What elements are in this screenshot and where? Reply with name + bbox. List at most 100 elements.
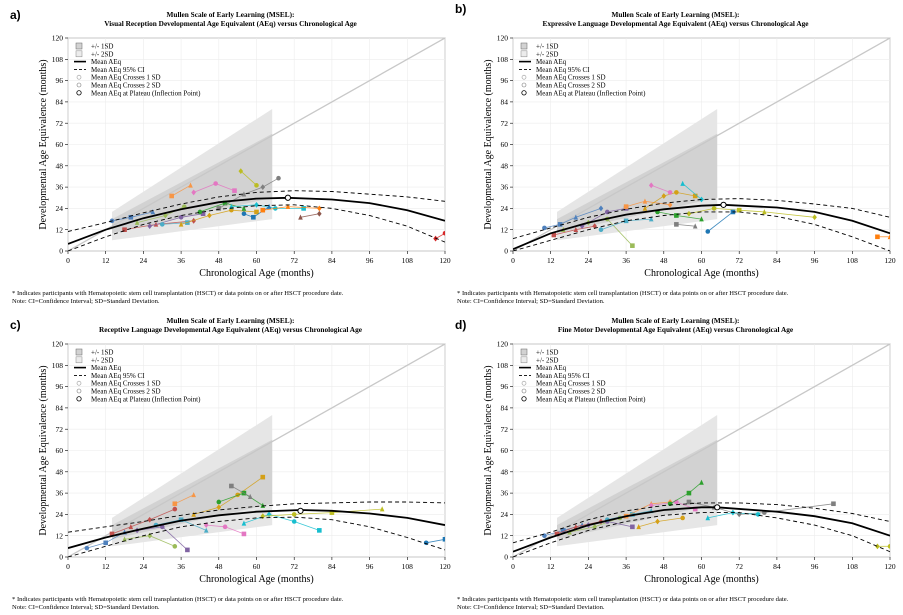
y-tick-label: 0 — [504, 247, 508, 256]
participant-point — [254, 183, 259, 188]
participant-point — [109, 531, 115, 537]
legend-swatch-cross-2sd — [76, 388, 82, 394]
participant-point — [260, 474, 266, 480]
x-tick-label: 84 — [773, 562, 781, 571]
y-tick-label: 108 — [52, 361, 64, 370]
participant-point — [103, 540, 108, 546]
x-tick-label: 48 — [660, 256, 668, 265]
mean-aeq-line — [68, 509, 445, 549]
legend-swatch-2sd — [520, 356, 528, 364]
x-tick-label: 108 — [402, 256, 414, 265]
legend-swatch-plateau — [521, 396, 527, 402]
participant-point — [542, 225, 547, 231]
legend-label: Mean AEq — [91, 58, 122, 66]
y-tick-label: 108 — [497, 55, 509, 64]
participant-point — [379, 506, 385, 512]
participant-point — [216, 504, 222, 511]
plot-content — [513, 344, 890, 557]
participant-line — [171, 184, 191, 197]
participant-point — [655, 518, 660, 525]
x-tick-label: 12 — [102, 562, 110, 571]
participant-point — [169, 193, 174, 199]
participant-point — [831, 501, 836, 507]
participant-point — [317, 210, 322, 217]
participant-point — [875, 543, 880, 550]
legend-label: +/- 1SD — [536, 43, 558, 51]
x-tick-label: 120 — [884, 562, 896, 571]
participant-point — [573, 524, 579, 530]
participant-point — [241, 531, 247, 537]
participant-point — [692, 193, 698, 199]
ci-lower-line — [68, 204, 445, 251]
participant-point — [238, 168, 244, 175]
y-tick-label: 36 — [56, 489, 64, 498]
legend-label: Mean AEq Crosses 2 SD — [536, 82, 606, 90]
x-tick-label: 36 — [622, 256, 630, 265]
ci-upper-line — [68, 190, 445, 232]
participant-point — [178, 214, 184, 220]
legend-swatch-1sd — [520, 348, 528, 356]
participant-line — [193, 476, 264, 515]
legend-swatch-1sd — [75, 42, 83, 50]
panel-title-line-2: Fine Motor Developmental Age Equivalent … — [557, 325, 794, 334]
legend-swatch-1sd — [520, 42, 528, 50]
plateau-marker — [297, 507, 304, 514]
y-tick-label: 24 — [501, 204, 509, 213]
plateau-marker — [720, 201, 727, 208]
y-tick-label: 120 — [497, 34, 509, 43]
y-tick-label: 48 — [501, 467, 509, 476]
participant-point — [222, 200, 228, 206]
x-tick-label: 12 — [547, 256, 555, 265]
participant-point — [241, 191, 247, 197]
x-tick-label: 36 — [177, 256, 185, 265]
participant-point — [285, 203, 291, 209]
participant-point — [551, 232, 557, 238]
participant-point — [200, 211, 206, 217]
participant-point — [260, 502, 266, 508]
participant-point — [128, 524, 134, 530]
y-tick-label: 72 — [501, 119, 509, 128]
panel-title-line-1: Mullen Scale of Early Learning (MSEL): — [166, 10, 295, 19]
y-tick-label: 120 — [52, 34, 64, 43]
x-tick-label: 60 — [698, 256, 706, 265]
participant-point — [241, 520, 247, 526]
panel-title-line-1: Mullen Scale of Early Learning (MSEL): — [611, 316, 740, 325]
participant-point — [191, 189, 196, 196]
y-axis-label: Developmental Age Equivalence (months) — [483, 59, 494, 229]
participant-point — [692, 506, 698, 512]
participant-point — [216, 499, 222, 505]
chart-visual-reception: 0 12 24 36 48 60 72 84 96 108 120 0 12 24 36 48 60 72 84 96… — [38, 34, 451, 279]
participant-point — [147, 532, 152, 539]
legend-label: +/- 1SD — [91, 43, 113, 51]
x-tick-label: 84 — [328, 562, 336, 571]
x-tick-label: 48 — [215, 562, 223, 571]
participant-point — [642, 198, 648, 204]
legend-label: Mean AEq at Plateau (Inflection Point) — [536, 395, 646, 403]
panel-receptive-language: c) Mullen Scale of Early Learning (MSEL)… — [8, 310, 453, 615]
x-tick-label: 72 — [735, 562, 743, 571]
y-tick-label: 96 — [56, 382, 64, 391]
legend-label: Mean AEq Crosses 2 SD — [91, 82, 161, 90]
x-tick-label: 12 — [547, 562, 555, 571]
x-tick-label: 0 — [66, 256, 70, 265]
y-tick-label: 48 — [501, 161, 509, 170]
panel-title-line-1: Mullen Scale of Early Learning (MSEL): — [611, 10, 740, 19]
participant-point — [172, 544, 178, 549]
legend-label: +/- 2SD — [536, 356, 558, 364]
participant-point — [573, 214, 579, 220]
x-axis-label: Chronological Age (months) — [199, 574, 313, 585]
legend-label: Mean AEq 95% CI — [536, 372, 590, 380]
participant-line — [426, 538, 445, 544]
participant-point — [812, 214, 817, 221]
participant-point — [636, 524, 641, 530]
y-tick-label: 0 — [59, 553, 63, 562]
ci-upper-line — [513, 502, 890, 544]
participant-point — [692, 223, 698, 229]
x-tick-label: 120 — [439, 256, 451, 265]
participant-line — [682, 183, 702, 200]
participant-point — [276, 175, 281, 181]
participant-line — [676, 224, 696, 227]
y-tick-label: 84 — [56, 98, 64, 107]
legend-label: +/- 2SD — [536, 50, 558, 58]
x-tick-label: 12 — [102, 256, 110, 265]
